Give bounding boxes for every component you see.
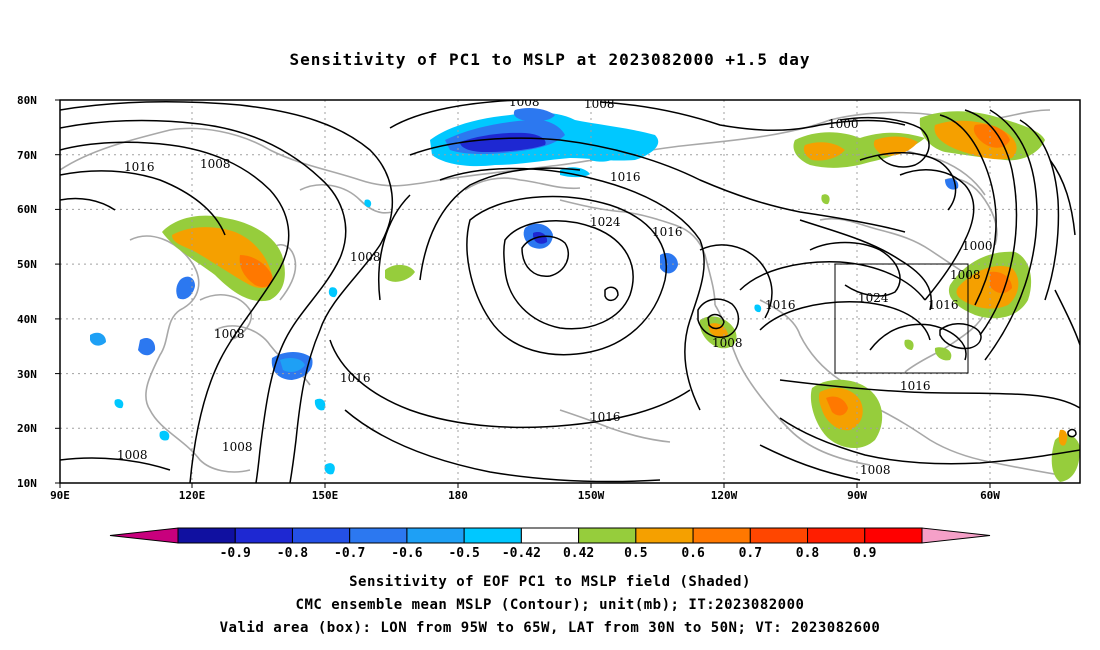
colorbar-tick-label: -0.7 — [334, 546, 365, 561]
contour-label: 1016 — [900, 379, 931, 393]
colorbar-tick-label: 0.9 — [853, 546, 876, 561]
contour-label: 1016 — [765, 298, 796, 312]
colorbar-swatch — [749, 527, 809, 544]
colorbar-swatch — [406, 527, 465, 544]
lon-label: 60W — [980, 489, 1000, 502]
contour-label: 1008 — [712, 336, 743, 350]
colorbar-tick-label: -0.5 — [448, 546, 479, 561]
lon-label: 90E — [50, 489, 70, 502]
lat-label: 80N — [17, 94, 37, 107]
colorbar-swatch — [234, 527, 293, 544]
colorbar-tick-label: 0.42 — [563, 546, 594, 561]
lon-label: 120W — [711, 489, 738, 502]
contour-label: 1016 — [340, 371, 371, 385]
colorbar-tick-label: 0.8 — [796, 546, 820, 561]
lon-label: 150E — [312, 489, 339, 502]
contour-label: 1024 — [858, 291, 889, 305]
footer-line-2: CMC ensemble mean MSLP (Contour); unit(m… — [295, 597, 805, 613]
map-title: Sensitivity of PC1 to MSLP at 2023082000… — [289, 50, 811, 69]
contour-label: 1016 — [124, 160, 155, 174]
lon-label: 150W — [578, 489, 605, 502]
colorbar-swatch — [807, 527, 866, 544]
footer-line-3: Valid area (box): LON from 95W to 65W, L… — [219, 620, 881, 636]
contour-label: 1000 — [962, 239, 993, 253]
contour-label: 1008 — [584, 97, 615, 111]
colorbar-swatch — [291, 527, 351, 544]
colorbar: -0.9 -0.8 -0.7 -0.6 -0.5 -0.42 0.42 0.5 0.6 0.7 0.… — [109, 527, 991, 561]
contour-label: 1016 — [590, 410, 621, 424]
lat-label: 50N — [17, 258, 37, 271]
contour-label: 1008 — [200, 157, 231, 171]
footer-line-1: Sensitivity of EOF PC1 to MSLP field (Sh… — [349, 574, 751, 590]
colorbar-swatch — [463, 527, 522, 544]
graticule — [60, 100, 1080, 483]
contour-label: 1008 — [950, 268, 981, 282]
colorbar-swatch — [635, 527, 694, 544]
lat-label: 30N — [17, 368, 37, 381]
valid-area-box — [834, 263, 969, 374]
colorbar-tick-label: -0.6 — [391, 546, 422, 561]
lat-label: 20N — [17, 422, 37, 435]
lon-label: 180 — [448, 489, 468, 502]
contour-label: 1008 — [117, 448, 148, 462]
contour-label: 1008 — [222, 440, 253, 454]
lon-label: 90W — [847, 489, 867, 502]
colorbar-tick-label: -0.8 — [277, 546, 308, 561]
map-frame — [59, 99, 1081, 484]
colorbar-swatch — [692, 527, 751, 544]
contour-labels: 1008 1008 1016 1008 1000 1024 1016 1016 … — [117, 95, 993, 477]
lat-label: 60N — [17, 203, 37, 216]
lon-label: 120E — [179, 489, 206, 502]
axis-ticks — [55, 99, 991, 488]
colorbar-tick-label: 0.6 — [681, 546, 705, 561]
lat-label: 40N — [17, 313, 37, 326]
colorbar-tick-label: 0.7 — [739, 546, 762, 561]
contour-label: 1016 — [652, 225, 683, 239]
contour-label: 1008 — [509, 95, 540, 109]
contour-label: 1000 — [828, 117, 859, 131]
colorbar-swatch — [864, 527, 923, 544]
lat-label: 10N — [17, 477, 37, 490]
mslp-contours — [60, 100, 1080, 483]
contour-label: 1016 — [610, 170, 641, 184]
colorbar-swatch — [578, 527, 637, 544]
colorbar-tick-label: -0.42 — [502, 546, 541, 561]
colorbar-max-arrow — [921, 527, 991, 544]
colorbar-tick-label: 0.5 — [624, 546, 647, 561]
positive-sensitivity-shading — [162, 111, 1080, 482]
contour-label: 1024 — [590, 215, 621, 229]
colorbar-swatch — [177, 527, 236, 544]
contour-label: 1016 — [928, 298, 959, 312]
lat-label: 70N — [17, 149, 37, 162]
longitude-labels: 90E 120E 150E 180 150W 120W 90W 60W — [50, 489, 1000, 502]
contour-label: 1008 — [214, 327, 245, 341]
latitude-labels: 80N 70N 60N 50N 40N 30N 20N 10N — [17, 94, 37, 490]
colorbar-tick-label: -0.9 — [220, 546, 251, 561]
contour-label: 1008 — [350, 250, 381, 264]
contour-label: 1008 — [860, 463, 891, 477]
colorbar-swatch — [349, 527, 408, 544]
colorbar-swatch — [520, 527, 580, 544]
colorbar-min-arrow — [109, 527, 179, 544]
